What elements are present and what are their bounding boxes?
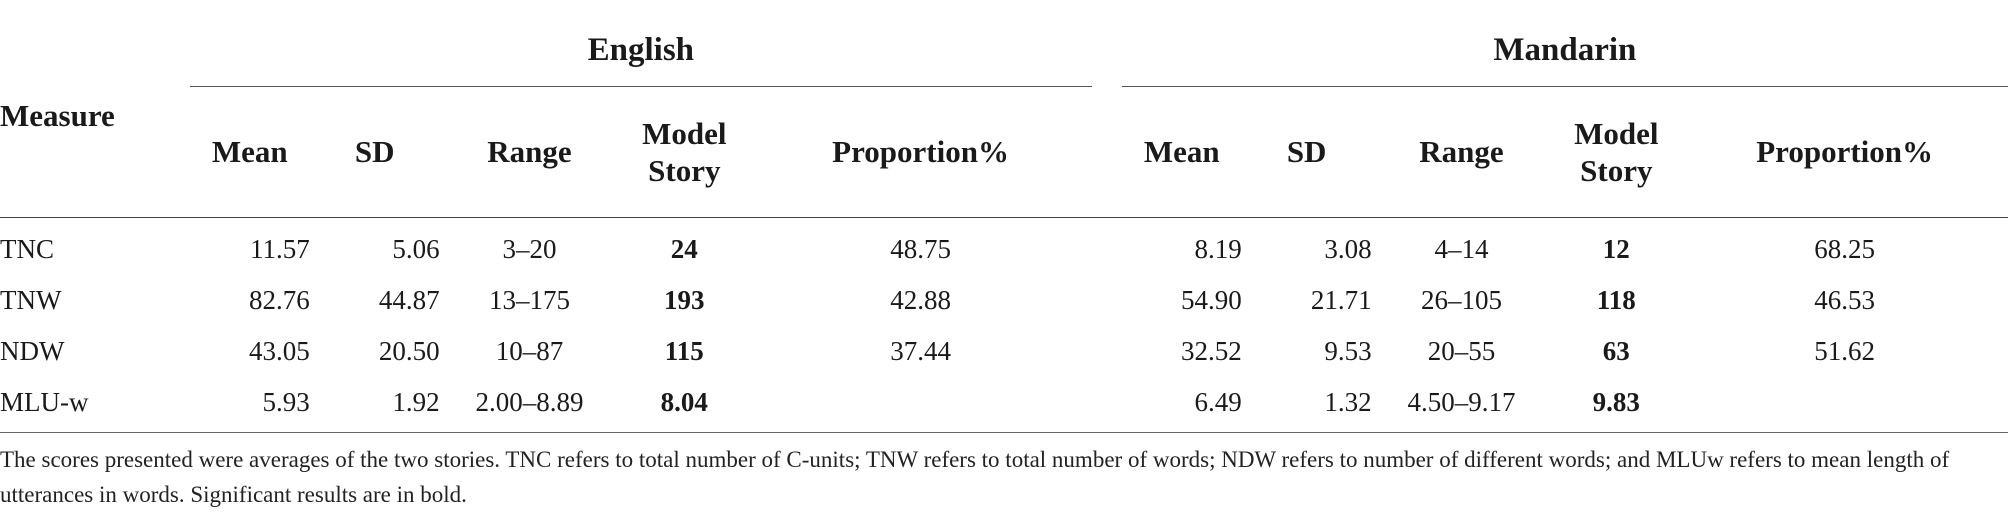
measure-header: Measure [0, 97, 115, 133]
english-range: 13–175 [488, 285, 570, 315]
table-row: NDW 43.05 20.50 10–87 115 37.44 32.52 9.… [0, 326, 2008, 377]
mandarin-model-story: 118 [1596, 285, 1636, 315]
col-header-model-story: Model Story [619, 86, 750, 218]
table-row: TNC 11.57 5.06 3–20 24 48.75 8.19 3.08 4… [0, 218, 2008, 276]
col-header-proportion: Proportion% [749, 86, 1092, 218]
table-row: TNW 82.76 44.87 13–175 193 42.88 54.90 2… [0, 275, 2008, 326]
mandarin-range: 4.50–9.17 [1407, 387, 1516, 417]
mandarin-proportion: 46.53 [1814, 285, 1875, 315]
mandarin-range: 20–55 [1427, 336, 1496, 366]
group-label: Mandarin [1493, 31, 1637, 68]
mandarin-proportion: 68.25 [1814, 234, 1875, 264]
col-header-proportion: Proportion% [1681, 86, 2008, 218]
mandarin-range: 26–105 [1420, 285, 1502, 315]
col-header-mean: Mean [189, 86, 310, 218]
mandarin-mean: 6.49 [1194, 387, 1242, 417]
mandarin-sd: 21.71 [1310, 285, 1372, 315]
group-header-mandarin: Mandarin [1122, 14, 2008, 87]
measure-cell: TNC [0, 234, 54, 264]
col-header-sd: SD [1241, 86, 1372, 218]
table-footnote: The scores presented were averages of th… [0, 447, 1950, 507]
column-header-row: Mean SD Range Model Story Proportion% Mea… [0, 86, 2008, 218]
english-sd: 44.87 [378, 285, 440, 315]
col-header-mean: Mean [1121, 86, 1242, 218]
measure-cell: NDW [0, 336, 65, 366]
measure-cell: TNW [0, 285, 62, 315]
mandarin-sd: 1.32 [1324, 387, 1372, 417]
col-header-range: Range [1371, 86, 1552, 218]
mandarin-mean: 54.90 [1180, 285, 1242, 315]
table-bottom-rule [0, 432, 2008, 433]
english-proportion: 48.75 [890, 234, 951, 264]
mandarin-range: 4–14 [1434, 234, 1489, 264]
english-mean: 82.76 [248, 285, 310, 315]
measure-cell: MLU-w [0, 387, 89, 417]
group-label: English [587, 31, 695, 68]
english-range: 10–87 [495, 336, 564, 366]
english-model-story: 24 [670, 234, 698, 264]
english-sd: 5.06 [392, 234, 440, 264]
english-sd: 1.92 [392, 387, 440, 417]
english-proportion: 42.88 [890, 285, 951, 315]
english-sd: 20.50 [378, 336, 440, 366]
mandarin-model-story: 12 [1602, 234, 1630, 264]
group-header-english: English [190, 14, 1092, 87]
mandarin-sd: 9.53 [1324, 336, 1372, 366]
mandarin-model-story: 9.83 [1592, 387, 1640, 417]
english-mean: 43.05 [248, 336, 310, 366]
col-header-sd: SD [309, 86, 440, 218]
table-row: MLU-w 5.93 1.92 2.00–8.89 8.04 6.49 1.32… [0, 377, 2008, 438]
mandarin-sd: 3.08 [1324, 234, 1372, 264]
mandarin-model-story: 63 [1602, 336, 1630, 366]
english-proportion [749, 377, 1092, 438]
english-mean: 5.93 [262, 387, 310, 417]
english-proportion: 37.44 [890, 336, 951, 366]
english-model-story: 115 [664, 336, 704, 366]
english-range: 3–20 [502, 234, 557, 264]
results-table: Measure English Mandarin Mean SD Range M… [0, 14, 2008, 438]
mandarin-proportion: 51.62 [1814, 336, 1875, 366]
english-range: 2.00–8.89 [475, 387, 584, 417]
group-gap [1092, 87, 1122, 218]
english-model-story: 8.04 [660, 387, 708, 417]
mandarin-proportion [1681, 377, 2008, 438]
col-header-model-story: Model Story [1551, 86, 1682, 218]
english-mean: 11.57 [249, 234, 310, 264]
mandarin-mean: 32.52 [1180, 336, 1242, 366]
col-header-range: Range [439, 86, 620, 218]
mandarin-mean: 8.19 [1194, 234, 1242, 264]
group-gap [1092, 14, 1122, 87]
english-model-story: 193 [664, 285, 705, 315]
